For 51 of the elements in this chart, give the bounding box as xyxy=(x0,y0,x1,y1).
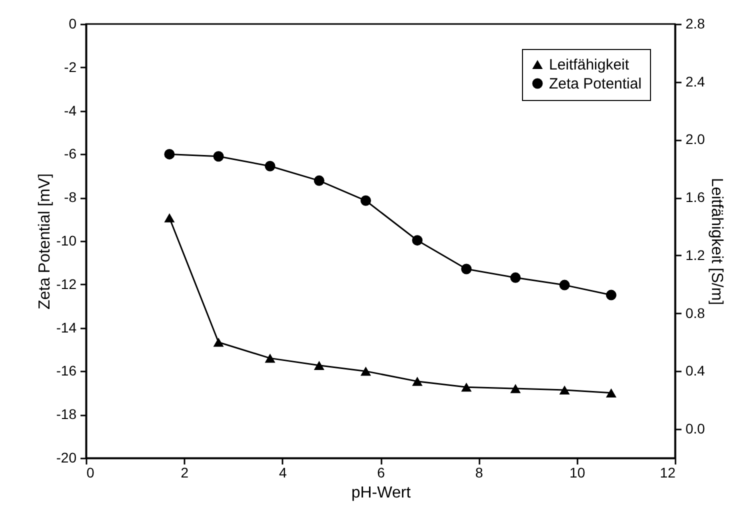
y2-tick-label: 0.4 xyxy=(686,362,706,379)
y-tick-label: -4 xyxy=(64,102,77,118)
y2-tick-label: 0.0 xyxy=(686,420,706,437)
point xyxy=(461,264,472,274)
y2-tick-label: 2.4 xyxy=(686,73,706,90)
point xyxy=(510,384,521,394)
y2-tick-label: 1.2 xyxy=(686,246,706,263)
point xyxy=(314,360,324,370)
point xyxy=(360,195,372,206)
y-tick-label: -20 xyxy=(56,450,77,466)
x-tick-label: 10 xyxy=(570,464,586,480)
y-tick-label: 0 xyxy=(68,16,77,32)
point xyxy=(164,148,175,160)
y-tick-label: -6 xyxy=(64,146,77,162)
y2-axis-title: Leitfähigkeit [S/m] xyxy=(708,178,725,306)
y2-tick-label: 2.0 xyxy=(686,131,706,148)
y-tick-label: -14 xyxy=(56,319,77,336)
point xyxy=(461,382,472,392)
y-axis-title: Zeta Potential [mV] xyxy=(36,173,54,310)
point xyxy=(264,160,276,172)
y-tick-label: -16 xyxy=(56,362,77,379)
x-tick-label: 4 xyxy=(278,464,287,480)
x-axis-title: pH-Wert xyxy=(351,484,412,502)
x-tick-label: 12 xyxy=(660,464,676,480)
point xyxy=(360,366,372,376)
point xyxy=(164,213,175,222)
point xyxy=(412,235,423,246)
point xyxy=(606,388,616,398)
y2-tick-label: 1.6 xyxy=(686,189,706,206)
point xyxy=(559,280,570,290)
point xyxy=(264,354,276,363)
x-tick-label: 6 xyxy=(377,464,386,480)
y-tick-label: -18 xyxy=(56,406,77,422)
y-tick-label: -2 xyxy=(64,58,77,75)
point xyxy=(606,290,616,300)
y-tick-label: -8 xyxy=(64,189,77,206)
point xyxy=(412,376,423,386)
legend-label: Zeta Potential xyxy=(549,76,642,92)
x-tick-label: 0 xyxy=(86,464,94,480)
y-tick-label: -10 xyxy=(56,232,77,248)
point xyxy=(314,175,324,186)
point xyxy=(559,385,570,395)
y2-tick-label: 2.8 xyxy=(686,16,706,32)
x-tick-label: 2 xyxy=(180,464,189,480)
y-tick-label: -12 xyxy=(56,276,77,292)
legend-label: Leitfähigkeit xyxy=(549,56,630,74)
point xyxy=(213,338,224,347)
point xyxy=(510,272,521,283)
y2-tick-label: 0.8 xyxy=(686,304,706,321)
x-tick-label: 8 xyxy=(475,464,484,480)
point xyxy=(213,151,224,162)
